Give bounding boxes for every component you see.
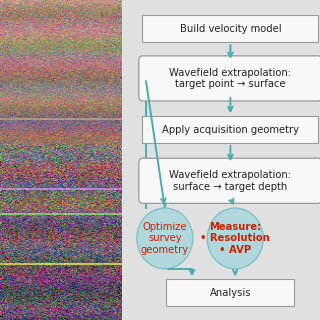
FancyBboxPatch shape	[139, 158, 320, 204]
Text: Wavefield extrapolation:
target point → surface: Wavefield extrapolation: target point → …	[169, 68, 292, 89]
Text: Wavefield extrapolation:
surface → target depth: Wavefield extrapolation: surface → targe…	[169, 170, 292, 192]
Text: Optimize
survey
geometry: Optimize survey geometry	[141, 222, 189, 255]
FancyBboxPatch shape	[142, 15, 318, 42]
Text: Measure:
• Resolution
• AVP: Measure: • Resolution • AVP	[200, 222, 270, 255]
Ellipse shape	[207, 208, 263, 269]
FancyBboxPatch shape	[139, 56, 320, 101]
FancyBboxPatch shape	[166, 279, 294, 307]
Text: Apply acquisition geometry: Apply acquisition geometry	[162, 124, 299, 135]
Text: Analysis: Analysis	[210, 288, 251, 298]
Ellipse shape	[137, 208, 193, 269]
FancyBboxPatch shape	[142, 116, 318, 143]
Text: Build velocity model: Build velocity model	[180, 24, 281, 34]
